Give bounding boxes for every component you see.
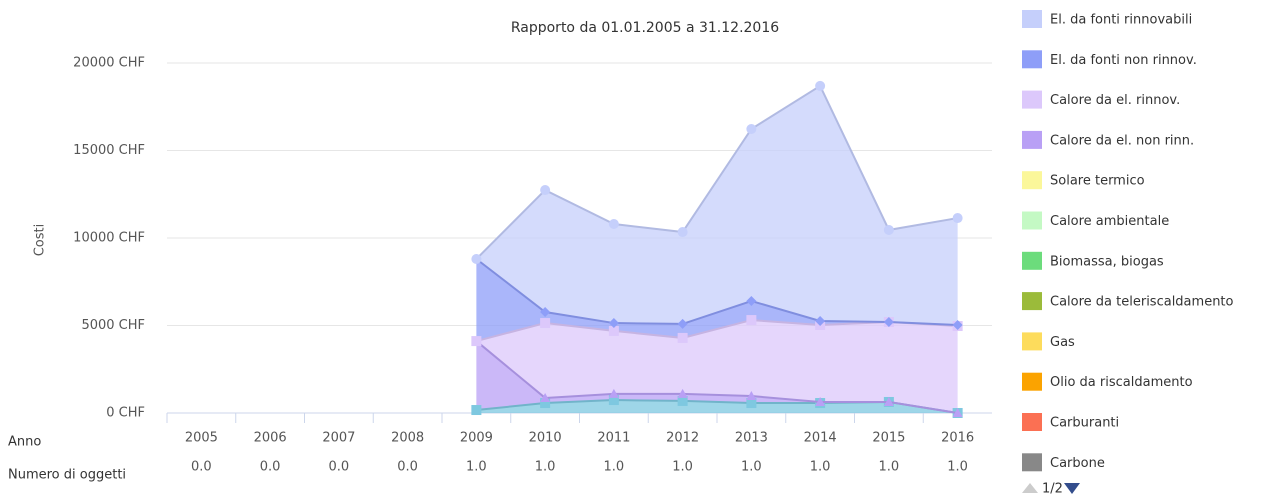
legend-label: Gas [1050,335,1075,350]
area-line [475,258,958,326]
marker [746,315,757,326]
area-line [475,340,958,414]
marker [608,395,619,406]
count-label: 0.0 [397,460,418,475]
marker [952,213,963,224]
count-label: 0.0 [329,460,350,475]
legend-label: Calore da el. non rinn. [1050,133,1194,148]
legend-swatch [1022,90,1042,109]
count-label: 1.0 [672,460,693,475]
marker [608,318,619,329]
marker [677,395,688,406]
count-label: 1.0 [810,460,831,475]
marker [608,388,619,398]
marker [883,396,894,406]
legend-label: Calore da teleriscaldamento [1050,295,1234,310]
row-label: Numero di oggetti [8,468,126,483]
area [476,85,958,325]
legend-swatch [1022,211,1042,230]
marker [540,318,551,329]
x-tick-label: 2011 [597,431,630,446]
x-tick-label: 2015 [872,431,905,446]
marker [746,391,757,401]
marker [608,325,619,336]
legend-prev[interactable] [1022,483,1038,493]
marker [815,315,826,326]
marker [540,392,551,402]
marker [471,405,482,416]
marker [677,332,688,343]
count-label: 0.0 [191,460,212,475]
legend-swatch [1022,292,1042,311]
legend-swatch [1022,453,1042,472]
legend-page: 1/2 [1042,482,1063,497]
x-tick-label: 2012 [666,431,699,446]
legend-next[interactable] [1064,483,1080,494]
count-label: 1.0 [947,460,968,475]
legend-label: Calore da el. rinnov. [1050,93,1180,108]
legend-swatch [1022,332,1042,351]
marker [746,398,757,409]
area-line [475,84,958,260]
y-tick-label: 0 CHF [106,406,145,421]
count-label: 1.0 [466,460,487,475]
x-tick-label: 2005 [185,431,218,446]
legend-label: Carburanti [1050,416,1119,431]
marker [540,307,551,318]
y-tick-label: 10000 CHF [73,231,145,246]
x-tick-label: 2010 [529,431,562,446]
x-tick-label: 2016 [941,431,974,446]
y-tick-label: 5000 CHF [81,318,145,333]
x-tick-label: 2014 [804,431,837,446]
x-tick-label: 2008 [391,431,424,446]
legend-swatch [1022,10,1042,28]
legend-swatch [1022,251,1042,270]
marker [677,318,688,329]
legend-swatch [1022,171,1042,190]
chart-title: Rapporto da 01.01.2005 a 31.12.2016 [511,20,779,36]
legend-label: Carbone [1050,456,1105,471]
marker [608,219,619,229]
legend-label: Olio da riscaldamento [1050,375,1193,390]
x-tick-label: 2009 [460,431,493,446]
marker [746,123,757,134]
count-label: 0.0 [260,460,281,475]
area [476,320,958,413]
marker [883,224,894,235]
legend-label: Solare termico [1050,174,1145,189]
legend-label: El. da fonti non rinnov. [1050,53,1197,68]
legend-swatch [1022,50,1042,69]
marker [540,398,551,409]
marker [471,336,482,347]
count-label: 1.0 [535,460,556,475]
count-label: 1.0 [604,460,625,475]
legend-label: El. da fonti rinnovabili [1050,13,1192,28]
legend-label: Biomassa, biogas [1050,254,1164,269]
count-label: 1.0 [741,460,762,475]
marker [540,185,551,196]
marker [746,296,757,306]
y-tick-label: 15000 CHF [73,143,145,158]
marker [952,319,963,330]
legend-label: Calore ambientale [1050,214,1169,229]
x-tick-label: 2007 [322,431,355,446]
marker [883,317,894,327]
marker [471,254,482,264]
y-axis-title: Costi [33,224,48,257]
legend-swatch [1022,130,1042,149]
marker [952,408,963,417]
y-tick-label: 20000 CHF [73,56,145,71]
marker [815,80,826,91]
row-label: Anno [8,435,41,450]
marker [677,227,688,238]
x-tick-label: 2006 [254,431,287,446]
x-tick-label: 2013 [735,431,768,446]
marker [815,396,826,406]
legend-swatch [1022,372,1042,391]
count-label: 1.0 [879,460,900,475]
legend-swatch [1022,413,1042,431]
marker [677,388,688,398]
